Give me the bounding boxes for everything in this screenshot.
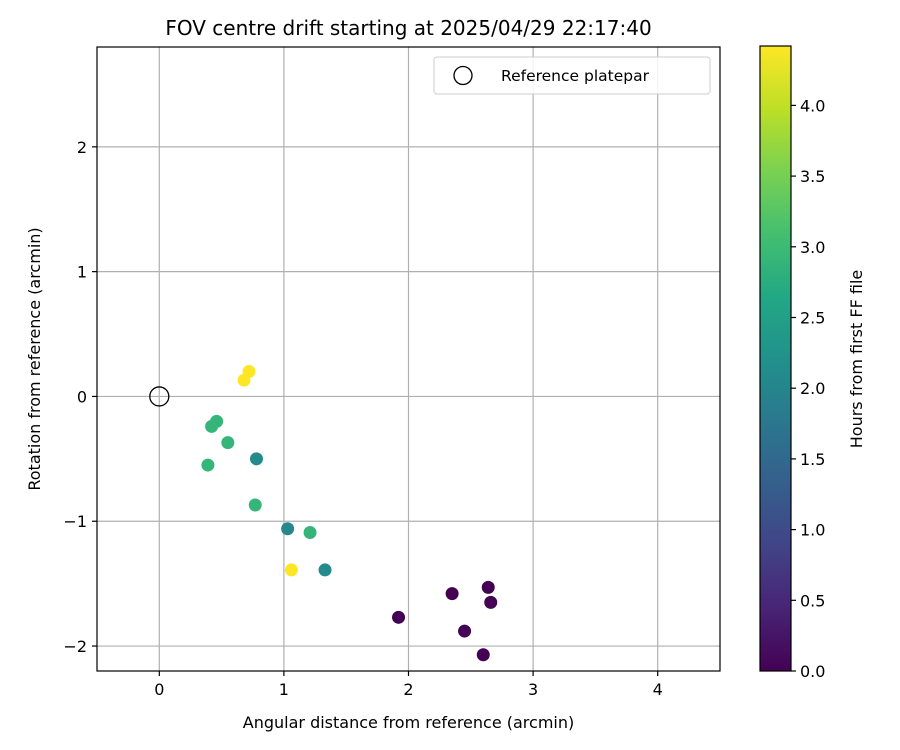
scatter-point — [445, 587, 459, 601]
scatter-point — [210, 414, 224, 428]
colorbar-tick-label: 1.5 — [800, 450, 825, 469]
scatter-point — [248, 498, 262, 512]
scatter-point — [458, 624, 472, 638]
y-tick-label: −1 — [63, 512, 87, 531]
reference-platepar-circle — [149, 386, 170, 407]
colorbar: 0.0 0.5 1.0 1.5 2.0 2.5 3.0 3.5 4.0 Hours from f… — [759, 45, 866, 681]
y-axis-ticks: −2 −1 0 1 2 — [63, 138, 97, 656]
scatter-point — [484, 595, 498, 609]
colorbar-tick-label: 1.0 — [800, 521, 825, 540]
chart-title: FOV centre drift starting at 2025/04/29 … — [165, 16, 651, 40]
grid-lines — [97, 47, 720, 671]
x-tick-label: 4 — [653, 680, 663, 699]
scatter-point — [249, 452, 263, 466]
scatter-point — [201, 458, 215, 472]
scatter-point — [392, 610, 406, 624]
colorbar-gradient — [759, 45, 792, 672]
legend-label: Reference platepar — [501, 67, 650, 85]
x-tick-label: 2 — [403, 680, 413, 699]
scatter-point — [318, 563, 332, 577]
colorbar-tick-label: 0.0 — [800, 662, 825, 681]
y-axis-label: Rotation from reference (arcmin) — [25, 227, 44, 490]
scatter-point — [481, 580, 495, 594]
scatter-point — [476, 648, 490, 662]
colorbar-tick-label: 2.0 — [800, 379, 825, 398]
y-tick-label: 0 — [77, 387, 87, 406]
legend: Reference platepar — [433, 56, 711, 95]
scatter-point — [242, 364, 256, 378]
colorbar-tick-label: 3.5 — [800, 167, 825, 186]
colorbar-tick-label: 0.5 — [800, 591, 825, 610]
y-tick-label: 2 — [77, 138, 87, 157]
legend-box — [433, 56, 711, 95]
x-axis-label: Angular distance from reference (arcmin) — [243, 713, 574, 732]
x-tick-label: 1 — [279, 680, 289, 699]
legend-marker-icon — [453, 65, 473, 86]
scatter-point — [221, 436, 235, 450]
y-tick-label: −2 — [63, 637, 87, 656]
x-axis-ticks: 0 1 2 3 4 — [154, 671, 663, 699]
colorbar-label: Hours from first FF file — [847, 270, 866, 449]
y-tick-label: 1 — [77, 263, 87, 282]
data-points — [201, 364, 498, 662]
scatter-point — [284, 563, 298, 577]
x-tick-label: 0 — [154, 680, 164, 699]
reference-marker — [149, 386, 170, 407]
colorbar-tick-label: 4.0 — [800, 96, 825, 115]
colorbar-ticks: 0.0 0.5 1.0 1.5 2.0 2.5 3.0 3.5 4.0 — [791, 96, 825, 681]
scatter-point — [281, 522, 295, 536]
colorbar-tick-label: 3.0 — [800, 238, 825, 257]
colorbar-tick-label: 2.5 — [800, 308, 825, 327]
scatter-point — [303, 525, 317, 539]
x-tick-label: 3 — [528, 680, 538, 699]
